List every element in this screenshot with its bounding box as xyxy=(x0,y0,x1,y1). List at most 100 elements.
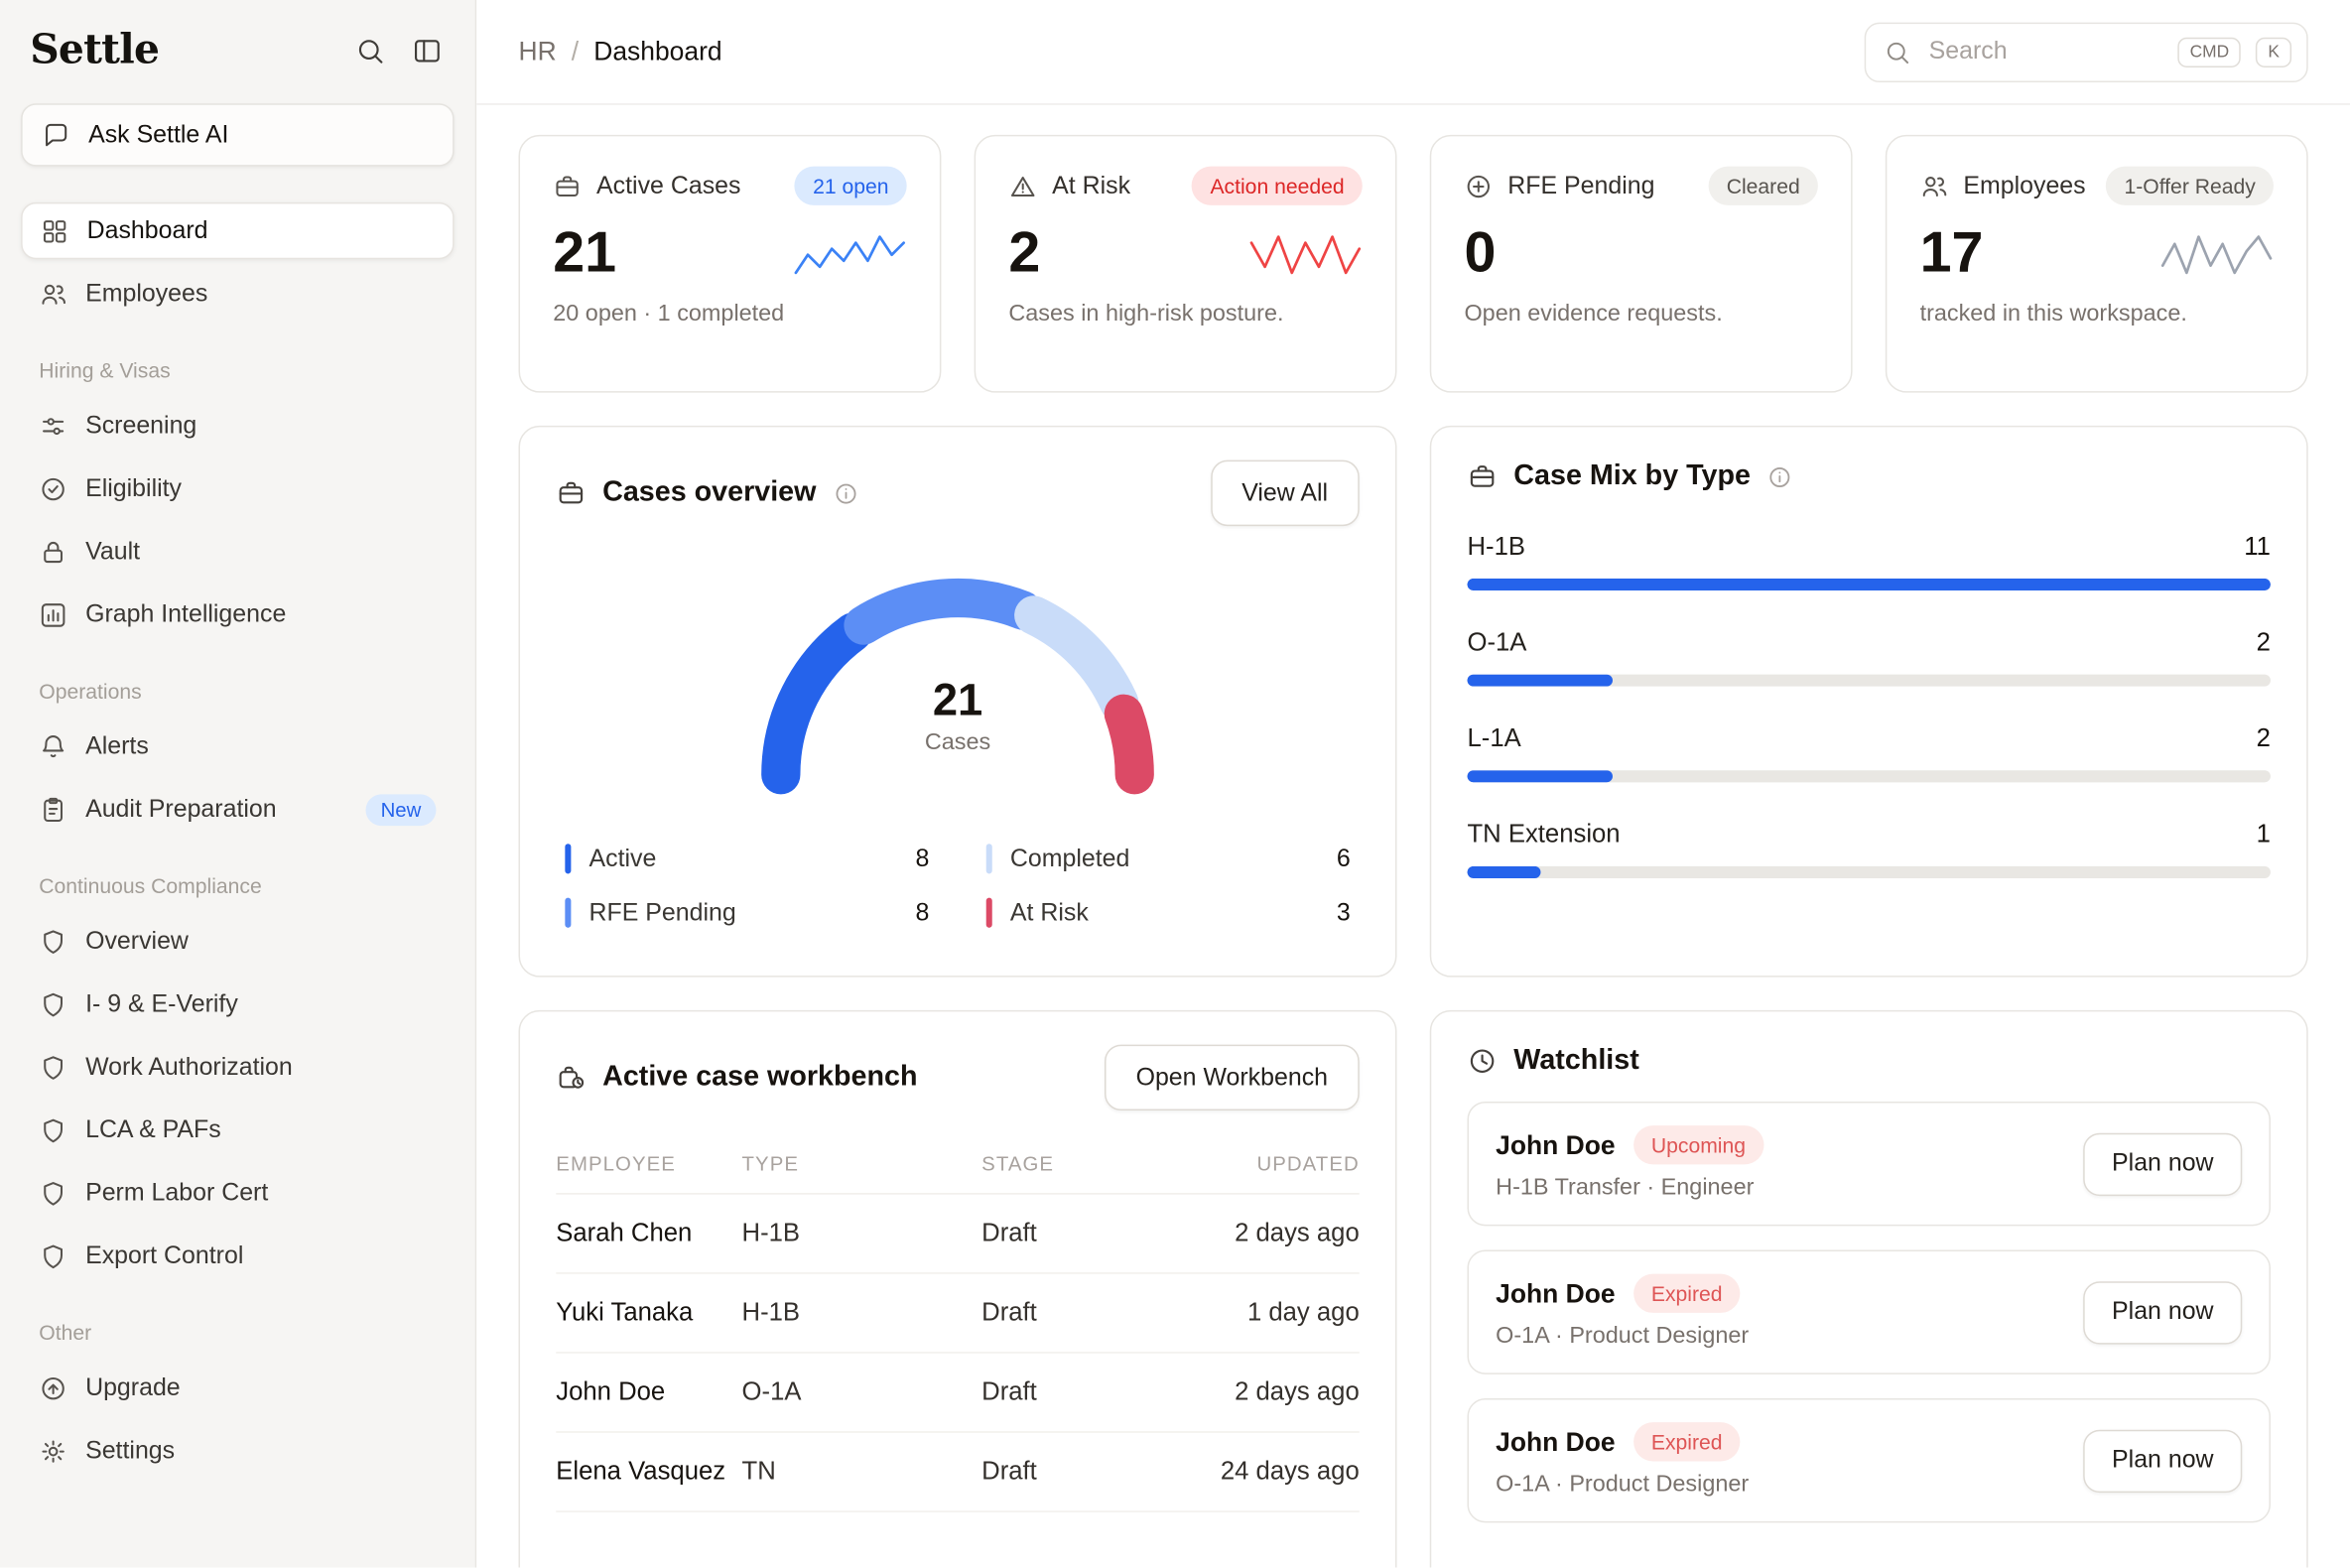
search-icon[interactable] xyxy=(355,35,385,65)
info-icon[interactable] xyxy=(1767,463,1793,489)
sidebar-item-work-authorization[interactable]: Work Authorization xyxy=(21,1039,454,1096)
search-input[interactable] xyxy=(1925,36,2163,67)
stats-row: Active Cases 21 open 21 20 open · 1 comp… xyxy=(518,134,2308,393)
legend-item-at-risk: At Risk 3 xyxy=(985,897,1351,928)
panel-title: Case Mix by Type xyxy=(1513,459,1751,492)
watchlist-name: John Doe xyxy=(1496,1425,1616,1457)
cases-gauge: 21 Cases xyxy=(718,550,1197,805)
sidebar-item-eligibility[interactable]: Eligibility xyxy=(21,460,454,517)
section-title-hiring-visas: Hiring & Visas xyxy=(39,357,171,383)
sidebar-item-screening[interactable]: Screening xyxy=(21,397,454,454)
gear-icon xyxy=(39,1437,67,1466)
progress-fill xyxy=(1467,770,1614,783)
legend-item-rfe-pending: RFE Pending 8 xyxy=(565,897,930,928)
stat-badge: 21 open xyxy=(794,166,907,205)
legend-value: 6 xyxy=(1336,844,1351,872)
ask-ai-label: Ask Settle AI xyxy=(88,120,229,148)
sidebar-item-audit-preparation[interactable]: Audit Preparation New xyxy=(21,781,454,838)
watchlist-row: John Doe Upcoming H-1B Transfer · Engine… xyxy=(1467,1101,2271,1227)
breadcrumb-section[interactable]: HR xyxy=(518,36,557,66)
clipboard-icon xyxy=(39,795,67,824)
legend-marker xyxy=(985,844,992,874)
table-row[interactable]: Sarah Chen H-1B Draft 2 days ago xyxy=(556,1195,1360,1274)
sidebar-item-label: Graph Intelligence xyxy=(85,599,287,628)
col-stage: STAGE xyxy=(981,1152,1055,1175)
stat-label: RFE Pending xyxy=(1507,171,1655,199)
sidebar-item-alerts[interactable]: Alerts xyxy=(21,718,454,774)
status-badge: Upcoming xyxy=(1632,1125,1764,1165)
info-icon[interactable] xyxy=(833,480,858,506)
sidebar-item-upgrade[interactable]: Upgrade xyxy=(21,1360,454,1416)
sidebar-item-export-control[interactable]: Export Control xyxy=(21,1228,454,1284)
sidebar-item-settings[interactable]: Settings xyxy=(21,1422,454,1479)
bar-chart-icon xyxy=(39,600,67,629)
watchlist-subtitle: H-1B Transfer · Engineer xyxy=(1496,1174,1755,1201)
sidebar-item-label: Screening xyxy=(85,411,197,439)
stat-value: 21 xyxy=(553,221,617,285)
section-title-continuous-compliance: Continuous Compliance xyxy=(39,873,262,898)
legend-label: At Risk xyxy=(1009,898,1089,926)
open-workbench-button[interactable]: Open Workbench xyxy=(1104,1044,1360,1111)
cell-employee: Elena Vasquez xyxy=(556,1456,726,1486)
ask-settle-ai-button[interactable]: Ask Settle AI xyxy=(21,103,455,167)
dashboard-icon xyxy=(41,216,69,245)
mix-value: 1 xyxy=(2256,820,2271,849)
legend-marker xyxy=(565,897,572,928)
plan-now-button[interactable]: Plan now xyxy=(2083,1280,2243,1344)
gauge-total-label: Cases xyxy=(924,729,991,756)
watchlist-name: John Doe xyxy=(1496,1277,1616,1308)
watchlist-card: Watchlist John Doe Upcoming H-1B Transfe… xyxy=(1429,1009,2308,1568)
sidebar-item-graph-intelligence[interactable]: Graph Intelligence xyxy=(21,586,454,642)
sidebar-item-label: I- 9 & E-Verify xyxy=(85,989,238,1017)
shield-icon xyxy=(39,989,67,1018)
panel-title: Cases overview xyxy=(602,476,817,508)
stat-subtitle: 20 open · 1 completed xyxy=(553,301,785,327)
collapse-sidebar-icon[interactable] xyxy=(412,35,442,65)
watchlist-subtitle: O-1A · Product Designer xyxy=(1496,1472,1750,1498)
mix-label: O-1A xyxy=(1467,627,1527,657)
col-type: TYPE xyxy=(741,1152,800,1175)
sidebar-item-i9-everify[interactable]: I- 9 & E-Verify xyxy=(21,976,454,1032)
mix-label: TN Extension xyxy=(1467,820,1621,849)
warning-triangle-icon xyxy=(1008,172,1037,200)
legend-value: 8 xyxy=(915,898,930,926)
table-row[interactable]: Elena Vasquez TN Draft 24 days ago xyxy=(556,1433,1360,1512)
briefcase-icon xyxy=(1467,461,1497,491)
col-employee: EMPLOYEE xyxy=(556,1152,676,1175)
sidebar-item-label: Alerts xyxy=(85,731,149,759)
sidebar-header: Settle xyxy=(0,21,475,91)
mix-value: 2 xyxy=(2256,723,2271,753)
view-all-button[interactable]: View All xyxy=(1210,459,1360,527)
sidebar-item-label: Eligibility xyxy=(85,473,183,502)
cell-stage: Draft xyxy=(981,1456,1037,1486)
sidebar-item-overview[interactable]: Overview xyxy=(21,913,454,970)
sidebar-item-employees[interactable]: Employees xyxy=(21,265,454,322)
sidebar-item-perm-labor-cert[interactable]: Perm Labor Cert xyxy=(21,1164,454,1221)
sidebar-header-actions xyxy=(355,35,443,65)
table-row[interactable]: Yuki Tanaka H-1B Draft 1 day ago xyxy=(556,1274,1360,1354)
sparkline xyxy=(794,235,906,275)
plan-now-button[interactable]: Plan now xyxy=(2083,1428,2243,1493)
cell-type: H-1B xyxy=(741,1297,801,1327)
mix-label: L-1A xyxy=(1467,723,1521,753)
sidebar-item-label: Perm Labor Cert xyxy=(85,1178,269,1206)
plan-now-button[interactable]: Plan now xyxy=(2083,1131,2243,1196)
cell-type: H-1B xyxy=(741,1218,801,1247)
cell-updated: 2 days ago xyxy=(1235,1218,1360,1247)
legend-value: 8 xyxy=(915,844,930,872)
stat-value: 0 xyxy=(1464,221,1497,285)
cell-employee: John Doe xyxy=(556,1376,666,1406)
gauge-legend: Active 8 RFE Pending 8 Completed 6 xyxy=(556,844,1359,928)
briefcase-icon xyxy=(556,478,586,508)
sidebar-item-vault[interactable]: Vault xyxy=(21,523,454,580)
users-icon xyxy=(1920,172,1949,200)
top-bar: HR / Dashboard CMD K xyxy=(476,0,2350,105)
sidebar-item-lca-pafs[interactable]: LCA & PAFs xyxy=(21,1102,454,1158)
new-badge: New xyxy=(365,793,437,826)
sidebar-item-dashboard[interactable]: Dashboard xyxy=(21,201,455,260)
table-row[interactable]: John Doe O-1A Draft 2 days ago xyxy=(556,1354,1360,1433)
legend-item-active: Active 8 xyxy=(565,844,930,874)
sidebar-item-label: Vault xyxy=(85,537,141,565)
stat-badge: 1-Offer Ready xyxy=(2106,166,2274,205)
global-search[interactable]: CMD K xyxy=(1864,21,2308,82)
